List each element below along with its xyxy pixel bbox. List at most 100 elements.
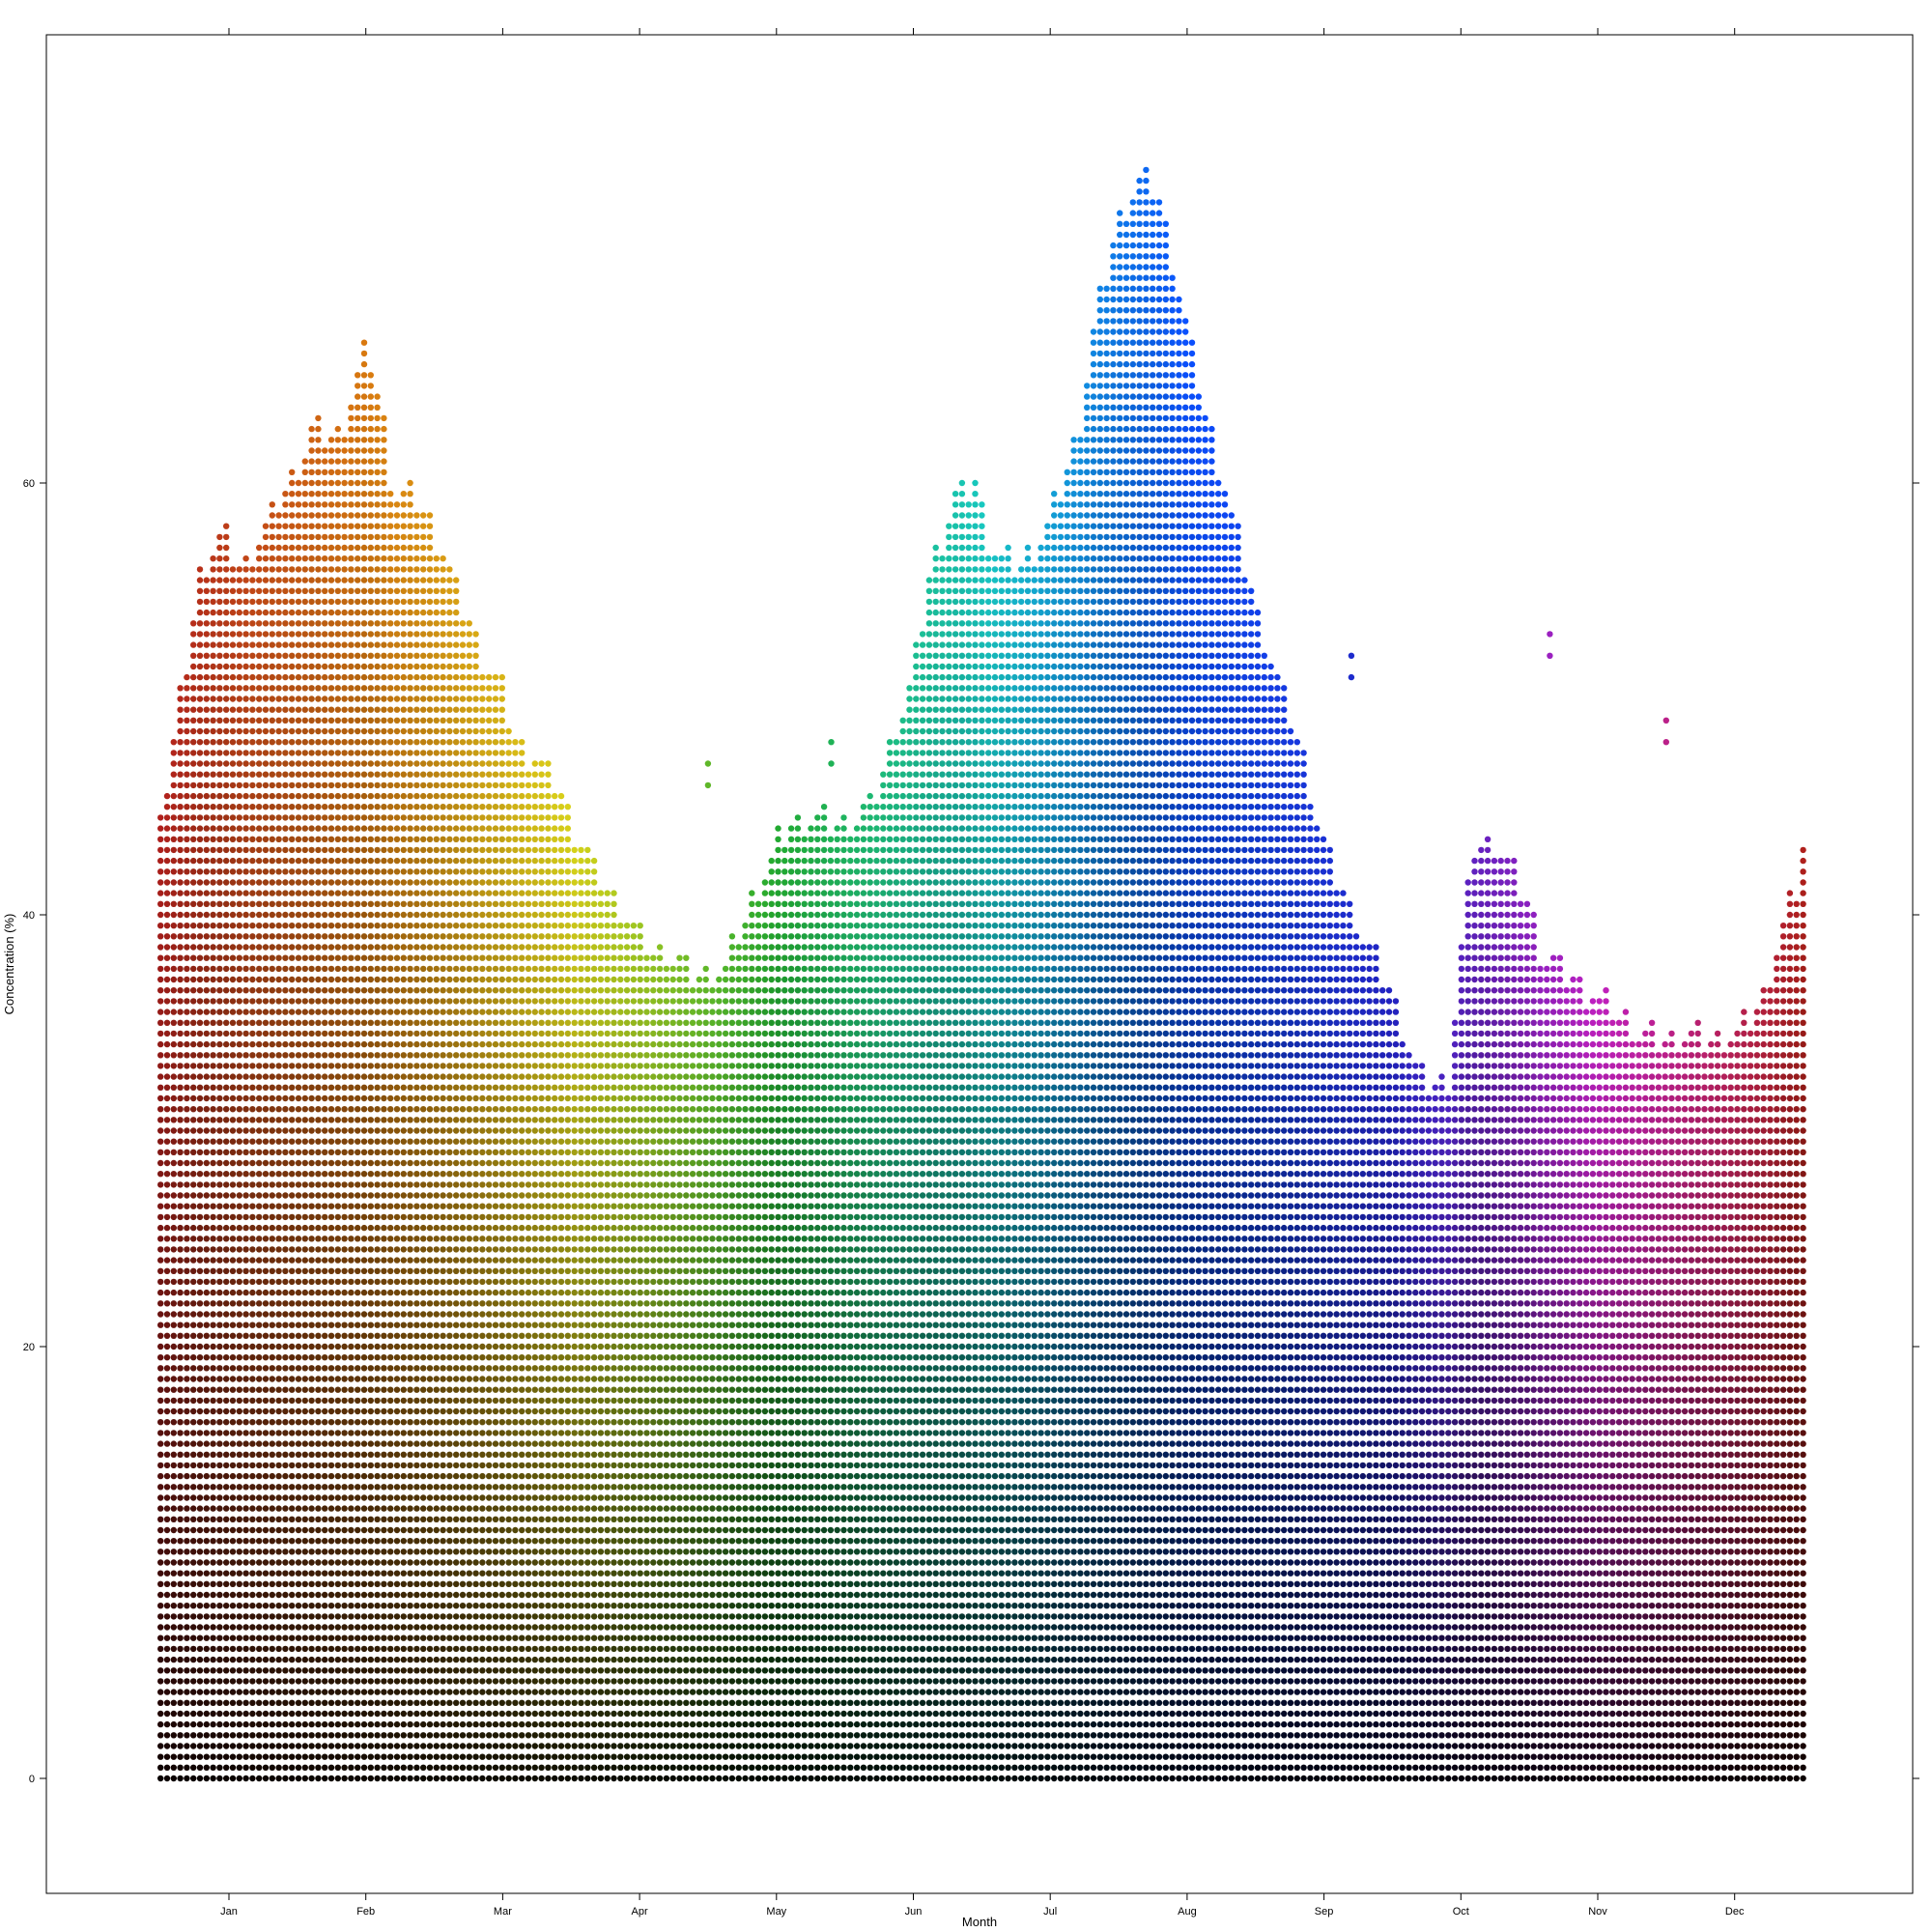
- data-point: [420, 620, 426, 626]
- data-point: [282, 1106, 288, 1112]
- data-point: [210, 1117, 215, 1122]
- data-point: [296, 1063, 301, 1068]
- data-point: [328, 1041, 334, 1047]
- data-point: [184, 1624, 189, 1630]
- data-point: [401, 707, 407, 713]
- data-point: [335, 1613, 341, 1619]
- data-point: [289, 610, 295, 615]
- data-point: [177, 858, 183, 864]
- data-point: [296, 1376, 301, 1381]
- data-point: [157, 1721, 163, 1727]
- data-point: [401, 674, 407, 680]
- data-point: [374, 1387, 380, 1393]
- data-point: [341, 1354, 347, 1360]
- data-point: [368, 1063, 374, 1068]
- data-point: [275, 1700, 281, 1706]
- data-point: [184, 1181, 189, 1187]
- data-point: [348, 426, 354, 432]
- data-point: [434, 1376, 440, 1381]
- data-point: [315, 1527, 321, 1533]
- data-point: [407, 631, 412, 637]
- data-point: [282, 641, 288, 647]
- data-point: [204, 1484, 210, 1490]
- data-point: [368, 1408, 374, 1414]
- data-point: [223, 1268, 229, 1274]
- data-point: [407, 944, 412, 950]
- data-point: [230, 1440, 236, 1446]
- data-point: [190, 1333, 196, 1339]
- data-point: [184, 1031, 189, 1037]
- data-point: [242, 1527, 248, 1533]
- data-point: [387, 1073, 393, 1079]
- data-point: [289, 1095, 295, 1101]
- data-point: [282, 1689, 288, 1694]
- data-point: [270, 1085, 275, 1091]
- data-point: [420, 1268, 426, 1274]
- data-point: [216, 1073, 222, 1079]
- data-point: [328, 1214, 334, 1220]
- data-point: [387, 793, 393, 799]
- data-point: [401, 524, 407, 529]
- data-point: [216, 1473, 222, 1479]
- data-point: [249, 868, 255, 874]
- data-point: [289, 1322, 295, 1328]
- data-point: [275, 1214, 281, 1220]
- data-point: [341, 545, 347, 551]
- data-point: [387, 1517, 393, 1522]
- data-point: [315, 739, 321, 745]
- data-point: [210, 1214, 215, 1220]
- data-point: [296, 1398, 301, 1404]
- data-point: [256, 912, 262, 918]
- data-point: [413, 1095, 419, 1101]
- data-point: [434, 1538, 440, 1544]
- data-point: [249, 966, 255, 972]
- data-point: [177, 1192, 183, 1198]
- data-point: [407, 977, 412, 982]
- data-point: [427, 837, 433, 842]
- data-point: [302, 890, 308, 895]
- data-point: [242, 1657, 248, 1662]
- data-point: [230, 1463, 236, 1468]
- data-point: [427, 1171, 433, 1177]
- data-point: [237, 718, 242, 724]
- data-point: [275, 1603, 281, 1608]
- data-point: [237, 858, 242, 864]
- data-point: [249, 1225, 255, 1231]
- data-point: [341, 1290, 347, 1295]
- data-point: [302, 728, 308, 734]
- data-point: [216, 1300, 222, 1306]
- data-point: [210, 1517, 215, 1522]
- data-point: [237, 631, 242, 637]
- data-point: [263, 685, 269, 691]
- data-point: [302, 825, 308, 831]
- data-point: [308, 1657, 314, 1662]
- data-point: [407, 1268, 412, 1274]
- data-point: [341, 1700, 347, 1706]
- data-point: [242, 901, 248, 907]
- data-point: [270, 588, 275, 594]
- data-point: [171, 1171, 177, 1177]
- data-point: [394, 1667, 400, 1673]
- data-point: [184, 1127, 189, 1133]
- data-point: [164, 1548, 170, 1554]
- data-point: [302, 1452, 308, 1458]
- data-point: [401, 1333, 407, 1339]
- data-point: [210, 1700, 215, 1706]
- data-point: [355, 1581, 360, 1587]
- data-point: [302, 750, 308, 755]
- data-point: [275, 1776, 281, 1781]
- data-point: [368, 1085, 374, 1091]
- data-point: [237, 1192, 242, 1198]
- data-point: [308, 1160, 314, 1166]
- data-point: [230, 1279, 236, 1285]
- data-point: [374, 868, 380, 874]
- data-point: [256, 1592, 262, 1598]
- data-point: [204, 1700, 210, 1706]
- data-point: [256, 1127, 262, 1133]
- data-point: [368, 383, 374, 388]
- data-point: [361, 458, 367, 464]
- data-point: [315, 804, 321, 810]
- data-point: [230, 1073, 236, 1079]
- data-point: [355, 1344, 360, 1350]
- data-point: [184, 1440, 189, 1446]
